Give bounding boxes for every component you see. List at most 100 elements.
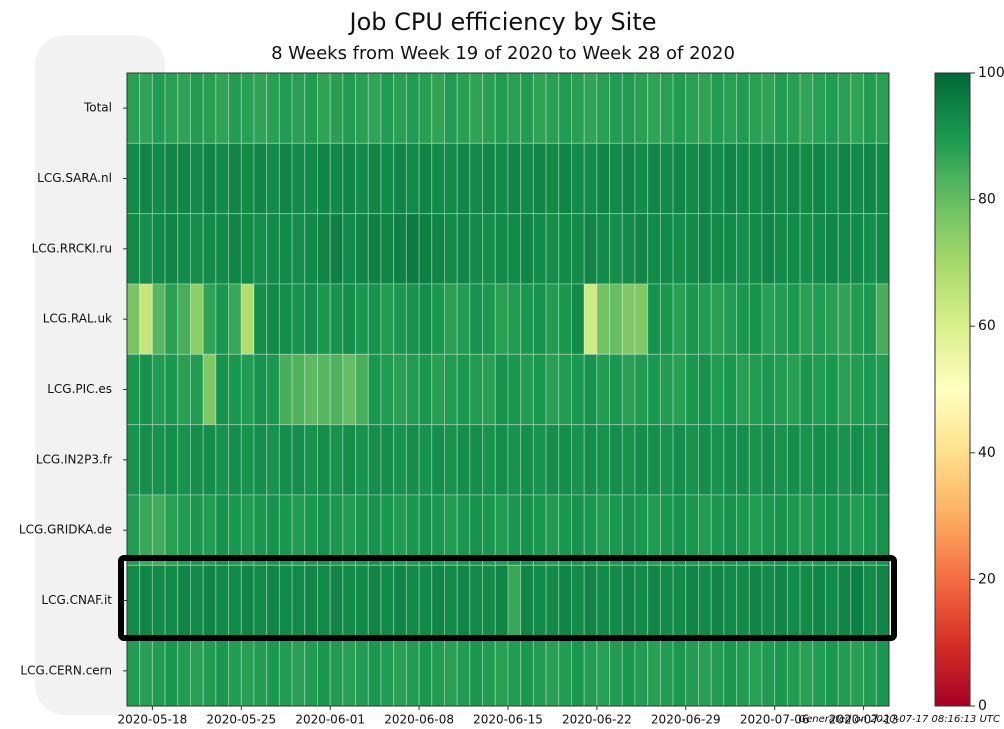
cell [456, 564, 471, 637]
cell [545, 564, 560, 637]
cell [825, 142, 839, 215]
cell [266, 635, 280, 707]
cell [164, 424, 179, 496]
cell [875, 283, 890, 355]
cell [482, 424, 496, 496]
cell [812, 424, 826, 496]
cell [317, 72, 331, 144]
cell [266, 72, 280, 144]
cell [355, 142, 369, 215]
heatmap [126, 72, 890, 707]
cell [164, 283, 179, 355]
cell [151, 424, 166, 496]
cell [659, 142, 674, 215]
cell [317, 424, 331, 496]
y-tick-label: LCG.RRCKI.ru [32, 241, 112, 255]
cell [634, 353, 649, 426]
cell [698, 424, 712, 496]
cell [456, 635, 471, 707]
cell [253, 424, 268, 496]
cell [431, 283, 445, 355]
cell [418, 564, 433, 637]
cell [710, 494, 725, 566]
cell [545, 72, 560, 144]
cell [367, 283, 382, 355]
cell [710, 424, 725, 496]
cell [736, 564, 750, 637]
cell [571, 283, 585, 355]
cell [367, 635, 382, 707]
cell [317, 142, 331, 215]
cell [240, 564, 255, 637]
cell [520, 72, 534, 144]
cell [837, 142, 852, 215]
cell [304, 635, 318, 707]
cell [799, 564, 814, 637]
cell [698, 142, 712, 215]
cell [698, 72, 712, 144]
cell [405, 353, 420, 426]
cell [228, 564, 242, 637]
cell [748, 424, 763, 496]
cell [456, 283, 471, 355]
cell [786, 635, 801, 707]
cell [126, 564, 141, 637]
cell [685, 142, 699, 215]
cell [786, 353, 801, 426]
cell [532, 635, 547, 707]
cell [634, 424, 649, 496]
cell [317, 635, 331, 707]
cell [596, 213, 611, 285]
cell [228, 635, 242, 707]
cell [698, 635, 712, 707]
cell [812, 142, 826, 215]
cell [786, 424, 801, 496]
cell [850, 142, 865, 215]
cell [418, 142, 433, 215]
cell [520, 353, 534, 426]
cell [583, 424, 598, 496]
chart-subtitle: 8 Weeks from Week 19 of 2020 to Week 28 … [271, 43, 735, 64]
cell [812, 564, 826, 637]
cell [266, 283, 280, 355]
cell [774, 635, 788, 707]
cell [672, 213, 687, 285]
cell [723, 72, 738, 144]
cell [875, 72, 890, 144]
cell [837, 564, 852, 637]
cell [761, 494, 776, 566]
cell [126, 72, 141, 144]
cell [164, 72, 179, 144]
cell [329, 635, 344, 707]
cell [151, 72, 166, 144]
cell [393, 72, 407, 144]
cell [253, 353, 268, 426]
cell [609, 564, 623, 637]
cell [266, 424, 280, 496]
cell [139, 353, 153, 426]
cell [469, 283, 484, 355]
cell [215, 142, 230, 215]
cell [863, 213, 877, 285]
cell [202, 283, 217, 355]
cell [355, 494, 369, 566]
cell [583, 213, 598, 285]
cell [151, 564, 166, 637]
cell [723, 142, 738, 215]
cell [126, 213, 141, 285]
cell [736, 283, 750, 355]
cell [837, 494, 852, 566]
cell [240, 213, 255, 285]
cell [863, 424, 877, 496]
cell [621, 635, 636, 707]
y-tick-label: LCG.IN2P3.fr [36, 452, 112, 466]
cell [304, 213, 318, 285]
cell [748, 213, 763, 285]
cell [215, 72, 230, 144]
cell [317, 353, 331, 426]
cell [444, 564, 458, 637]
cell [126, 635, 141, 707]
cell [571, 635, 585, 707]
cell [405, 424, 420, 496]
cell [634, 635, 649, 707]
